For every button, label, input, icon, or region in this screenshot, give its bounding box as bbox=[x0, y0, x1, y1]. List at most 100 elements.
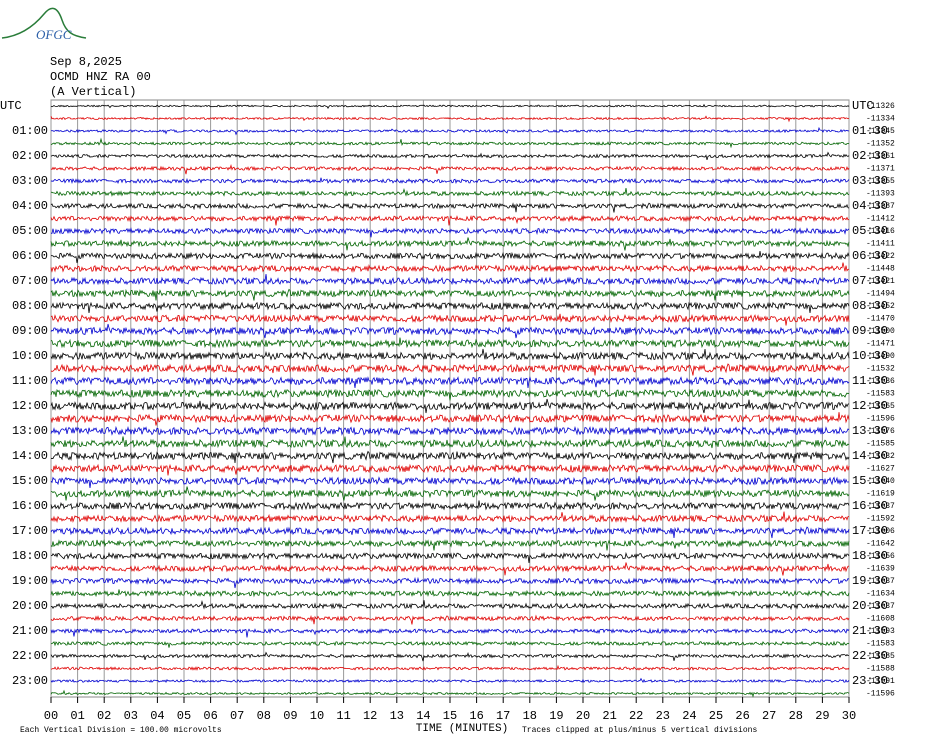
x-axis-title: TIME (MINUTES) bbox=[416, 723, 508, 735]
left-time-label: 06:00 bbox=[12, 249, 48, 263]
component: (A Vertical) bbox=[50, 85, 136, 99]
left-time-label: 17:00 bbox=[12, 524, 48, 538]
trace bbox=[50, 348, 850, 361]
row-value: -11565 bbox=[866, 402, 895, 411]
left-time-label: 04:00 bbox=[12, 199, 48, 213]
row-value: -11500 bbox=[866, 327, 895, 336]
x-tick-label: 26 bbox=[735, 709, 749, 723]
row-value: -11412 bbox=[866, 215, 895, 224]
right-time-label: 12:30 bbox=[852, 399, 888, 413]
right-time-label: 08:30 bbox=[852, 299, 888, 313]
row-value: -11634 bbox=[866, 590, 895, 599]
row-value: -11583 bbox=[866, 640, 895, 649]
row-value: -11585 bbox=[866, 440, 895, 449]
left-time-label: 23:00 bbox=[12, 674, 48, 688]
right-time-label: 18:30 bbox=[852, 549, 888, 563]
trace bbox=[50, 301, 850, 314]
trace bbox=[50, 689, 850, 698]
x-tick-label: 10 bbox=[310, 709, 324, 723]
row-value: -11591 bbox=[866, 677, 895, 686]
x-tick-label: 24 bbox=[682, 709, 696, 723]
trace bbox=[50, 614, 850, 625]
trace bbox=[50, 539, 850, 551]
row-value: -11421 bbox=[866, 277, 895, 286]
trace bbox=[50, 388, 850, 401]
x-tick-label: 18 bbox=[523, 709, 537, 723]
x-tick-label: 21 bbox=[602, 709, 616, 723]
trace bbox=[50, 126, 850, 136]
row-value: -11494 bbox=[866, 290, 895, 299]
trace bbox=[50, 313, 850, 326]
left-time-label: 15:00 bbox=[12, 474, 48, 488]
right-time-label: UTC bbox=[852, 99, 874, 113]
row-value: -11642 bbox=[866, 540, 895, 549]
x-tick-label: 00 bbox=[44, 709, 58, 723]
left-time-label: 13:00 bbox=[12, 424, 48, 438]
x-tick-label: 30 bbox=[842, 709, 856, 723]
right-time-label: 11:30 bbox=[852, 374, 888, 388]
row-value: -11637 bbox=[866, 602, 895, 611]
x-tick-label: 22 bbox=[629, 709, 643, 723]
right-time-label: 14:30 bbox=[852, 449, 888, 463]
row-value: -11470 bbox=[866, 315, 895, 324]
x-tick-label: 08 bbox=[257, 709, 271, 723]
row-value: -11416 bbox=[866, 227, 895, 236]
trace bbox=[50, 639, 850, 648]
row-value: -11536 bbox=[866, 377, 895, 386]
trace bbox=[50, 576, 850, 589]
x-tick-label: 25 bbox=[709, 709, 723, 723]
row-value: -11637 bbox=[866, 577, 895, 586]
right-time-label: 03:30 bbox=[852, 174, 888, 188]
row-value: -11355 bbox=[866, 177, 895, 186]
row-value: -11596 bbox=[866, 415, 895, 424]
row-value: -11361 bbox=[866, 152, 895, 161]
row-value: -11637 bbox=[866, 502, 895, 511]
row-value: -11326 bbox=[866, 102, 895, 111]
trace bbox=[50, 511, 850, 524]
left-time-label: UTC bbox=[0, 99, 22, 113]
row-value: -11452 bbox=[866, 302, 895, 311]
trace bbox=[50, 323, 850, 339]
trace bbox=[51, 227, 850, 238]
row-value: -11371 bbox=[866, 165, 895, 174]
row-value: -11588 bbox=[866, 665, 895, 674]
right-time-label: 07:30 bbox=[852, 274, 888, 288]
trace bbox=[50, 163, 850, 175]
clip-note: Traces clipped at plus/minus 5 vertical … bbox=[522, 726, 757, 735]
x-tick-label: 04 bbox=[150, 709, 164, 723]
left-time-label: 19:00 bbox=[12, 574, 48, 588]
trace bbox=[50, 187, 850, 197]
trace bbox=[50, 177, 850, 185]
x-tick-label: 28 bbox=[789, 709, 803, 723]
x-tick-label: 03 bbox=[124, 709, 138, 723]
trace bbox=[50, 363, 850, 376]
left-time-label: 14:00 bbox=[12, 449, 48, 463]
trace bbox=[50, 589, 850, 598]
row-value: -11490 bbox=[866, 352, 895, 361]
right-time-label: 15:30 bbox=[852, 474, 888, 488]
scale-note: Each Vertical Division = 100.00 microvol… bbox=[20, 726, 222, 735]
trace bbox=[50, 476, 850, 489]
row-value: -11411 bbox=[866, 240, 895, 249]
right-time-label: 06:30 bbox=[852, 249, 888, 263]
right-time-label: 19:30 bbox=[852, 574, 888, 588]
row-value: -11576 bbox=[866, 427, 895, 436]
trace bbox=[50, 115, 850, 123]
row-value: -11352 bbox=[866, 140, 895, 149]
trace bbox=[50, 237, 850, 251]
x-tick-label: 06 bbox=[203, 709, 217, 723]
x-tick-label: 09 bbox=[283, 709, 297, 723]
trace bbox=[50, 450, 850, 464]
left-time-label: 10:00 bbox=[12, 349, 48, 363]
left-time-label: 22:00 bbox=[12, 649, 48, 663]
logo: OFGC bbox=[1, 7, 87, 42]
x-tick-label: 19 bbox=[549, 709, 563, 723]
trace bbox=[50, 651, 849, 662]
left-time-label: 07:00 bbox=[12, 274, 48, 288]
x-tick-label: 07 bbox=[230, 709, 244, 723]
trace bbox=[50, 201, 850, 213]
trace bbox=[50, 137, 850, 149]
right-time-label: 16:30 bbox=[852, 499, 888, 513]
right-time-label: 20:30 bbox=[852, 599, 888, 613]
trace bbox=[50, 251, 850, 264]
